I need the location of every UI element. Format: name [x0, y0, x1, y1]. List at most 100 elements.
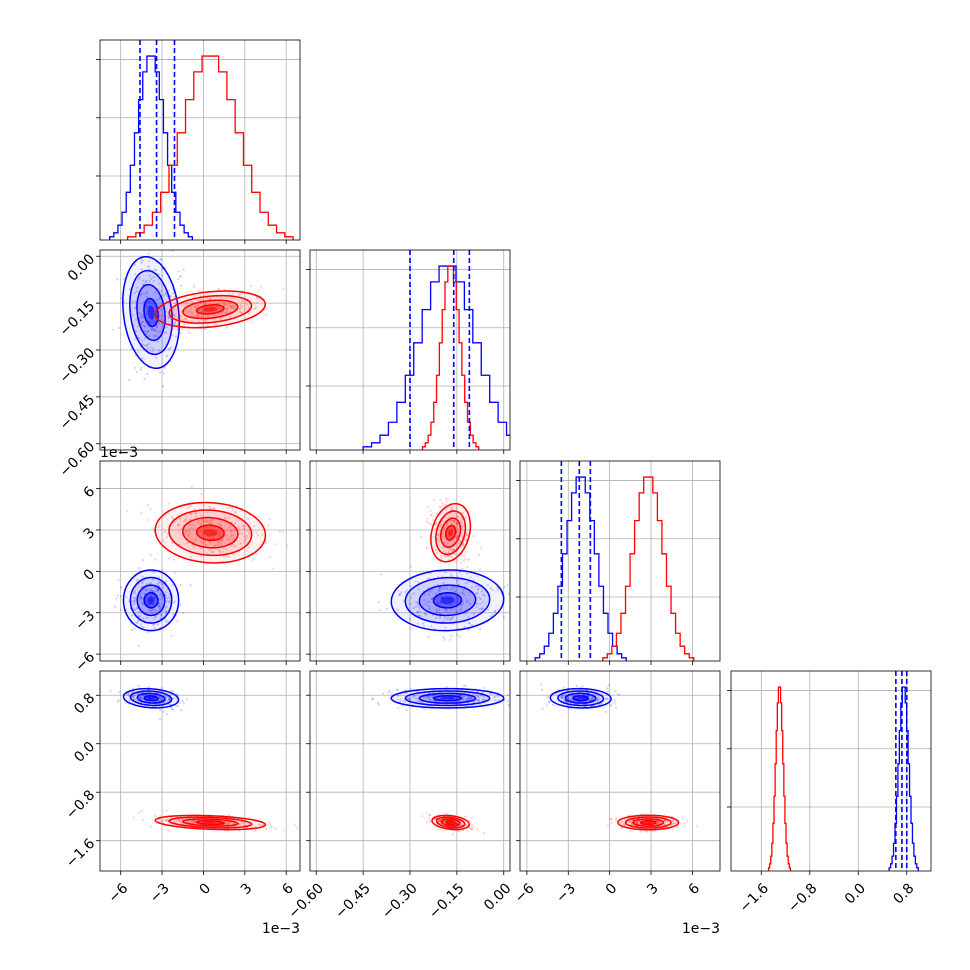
contour-line-1 [168, 294, 253, 324]
axes-frame [99, 39, 301, 241]
contour-line-2 [136, 692, 166, 704]
histogram-series-0 [109, 55, 194, 240]
contour-line-2 [564, 692, 597, 704]
contour-line-3 [195, 524, 225, 542]
contour-line-0 [431, 814, 471, 831]
contour-line-0 [430, 502, 472, 563]
contour-line-1 [168, 816, 253, 829]
y-tick-label: −6 [72, 649, 98, 675]
y-tick-label: −0.45 [57, 392, 99, 434]
panel-2-1 [306, 460, 511, 665]
contour-line-0 [549, 687, 612, 709]
contour-line-1 [168, 509, 253, 557]
y-tick-label: −0.30 [57, 345, 99, 387]
x-tick-label: −0.15 [426, 880, 468, 922]
contour-line-0 [390, 569, 505, 632]
density-level-4 [644, 821, 653, 824]
contour-line-3 [572, 695, 590, 702]
contour-line-3 [143, 695, 159, 702]
histogram-series-1 [421, 265, 480, 450]
scatter-series-1 [136, 284, 285, 337]
panel-3-2: −6 −3 0 3 6 1e−3 [512, 670, 721, 937]
density-level-4 [576, 697, 585, 700]
density-level-4 [440, 596, 455, 605]
contour-line-1 [435, 816, 466, 829]
axes-frame [519, 670, 721, 872]
contour-line-3 [195, 819, 225, 826]
x-tick-label: 3 [238, 880, 256, 898]
density-level-4 [448, 529, 454, 537]
histogram-series-1 [767, 686, 792, 871]
contour-line-1 [404, 690, 491, 707]
x-scale-label: 1e−3 [262, 921, 300, 937]
histogram-series-0 [362, 265, 510, 450]
panel-1-0: −0.60 −0.45 −0.30 −0.15 0.00 [57, 249, 301, 481]
y-tick-label: 0.8 [71, 690, 98, 717]
contour-line-1 [404, 576, 491, 624]
x-tick-label: 0 [603, 880, 621, 898]
histogram-series-1 [126, 55, 294, 240]
x-tick-label: 0.00 [481, 880, 514, 913]
x-tick-label: −1.6 [737, 880, 772, 915]
y-tick-label: 0 [81, 566, 99, 584]
contour-line-0 [122, 569, 180, 632]
contour-line-0 [154, 814, 267, 831]
x-tick-label: 0 [197, 880, 215, 898]
contour-line-0 [154, 290, 267, 329]
density-level-4 [448, 821, 453, 824]
x-tick-label: −6 [106, 880, 132, 906]
density-level-4 [147, 305, 155, 320]
y-tick-label: 0.0 [71, 739, 98, 766]
y-scale-label: 1e−3 [100, 445, 138, 461]
x-tick-label: −3 [553, 880, 579, 906]
x-tick-label: −0.30 [379, 880, 421, 922]
y-tick-label: −0.60 [57, 439, 99, 481]
contour-line-2 [136, 584, 166, 617]
contour-line-3 [432, 591, 463, 609]
contour-line-3 [432, 695, 463, 702]
contour-line-2 [632, 818, 665, 827]
x-scale-label: 1e−3 [682, 921, 720, 937]
y-tick-label: −1.6 [63, 836, 98, 871]
density-level-4 [203, 528, 218, 537]
density-level-4 [203, 821, 218, 824]
y-tick-label: −0.15 [57, 298, 99, 340]
contour-line-0 [122, 255, 180, 370]
y-tick-label: 3 [81, 525, 99, 543]
contour-line-1 [624, 816, 672, 829]
contour-line-0 [617, 814, 680, 831]
x-tick-label: 3 [644, 880, 662, 898]
contour-line-3 [445, 819, 457, 826]
density-level-4 [147, 596, 155, 605]
contour-line-1 [129, 690, 173, 707]
panel-3-1: −0.60 −0.45 −0.30 −0.15 0.00 [285, 670, 514, 922]
x-tick-label: −0.45 [332, 880, 374, 922]
density-level-4 [203, 307, 218, 312]
histogram-series-0 [534, 476, 627, 661]
contour-line-0 [154, 501, 267, 564]
contour-line-2 [136, 283, 166, 342]
contour-line-3 [143, 591, 159, 609]
contour-line-3 [444, 524, 457, 541]
axes-frame [519, 460, 721, 662]
contour-line-1 [129, 576, 173, 624]
x-tick-label: 6 [279, 880, 297, 898]
x-tick-label: −3 [147, 880, 173, 906]
contour-line-1 [435, 510, 467, 556]
histogram-series-1 [602, 476, 695, 661]
panel-0-0 [96, 39, 301, 244]
contour-line-2 [182, 299, 239, 320]
histogram-series-0 [888, 686, 919, 871]
contour-line-2 [182, 516, 239, 549]
axes-frame [99, 460, 301, 662]
contour-line-2 [418, 692, 477, 704]
y-tick-label: 6 [81, 484, 99, 502]
x-tick-label: 0.0 [842, 880, 869, 907]
contour-line-2 [418, 584, 477, 617]
panel-2-0: −6 −3 0 3 6 1e−3 [72, 445, 301, 675]
contour-line-1 [129, 269, 173, 356]
y-tick-label: −3 [72, 608, 98, 634]
density-level-4 [147, 697, 155, 700]
panel-1-1 [306, 249, 511, 454]
